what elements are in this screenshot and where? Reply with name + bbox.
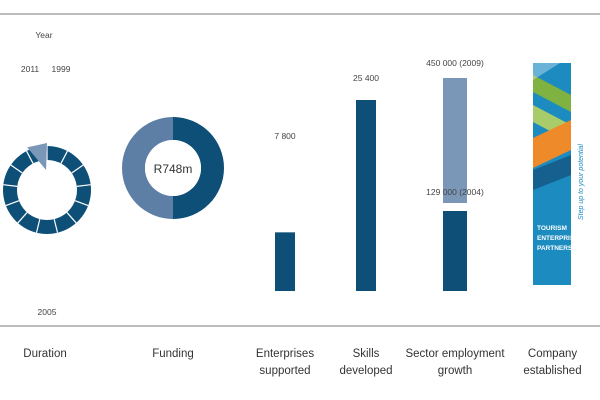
duration-year-tick — [35, 218, 41, 233]
enterprises-value-label: 7 800 — [274, 131, 296, 141]
duration-year-tick — [5, 200, 20, 207]
funding-government-label: Government — [128, 106, 173, 115]
skills-value-label: 25 400 — [353, 73, 379, 83]
enterprises-caption-line2: supported — [259, 365, 311, 377]
duration-year-tick — [74, 200, 89, 207]
bottom-rule — [0, 325, 600, 327]
funding-caption: Funding — [133, 346, 213, 363]
employment-caption-line2: growth — [437, 365, 473, 377]
duration-year-tick — [10, 164, 23, 174]
duration-year-tick — [53, 218, 59, 233]
company-caption: Company established — [505, 346, 600, 380]
duration-year-tick — [26, 150, 34, 164]
duration-year-tick — [60, 150, 68, 164]
duration-ring-base — [3, 146, 92, 235]
logo-tagline: Step up to your potential — [578, 144, 585, 220]
funding-business-label: Business — [174, 229, 206, 238]
logo-ribbon-navy — [533, 155, 571, 190]
employment-bar-2004 — [443, 211, 467, 291]
logo-line-2: ENTERPRISE — [537, 235, 579, 242]
employment-bar-2009 — [443, 78, 467, 203]
duration-year-tick — [71, 164, 84, 174]
duration-caption-text: Duration — [23, 348, 67, 360]
logo-ribbon-orange — [533, 120, 571, 168]
duration-highlight-segment — [27, 143, 47, 171]
top-rule — [0, 13, 600, 15]
duration-year-tick — [3, 184, 18, 187]
company-caption-text: Company established — [523, 348, 582, 377]
funding-donut — [121, 117, 225, 219]
enterprises-caption: Enterprises supported — [245, 346, 325, 380]
duration-year-tick — [76, 184, 91, 187]
duration-ring — [3, 143, 92, 235]
employment-caption: Sector employment growth — [405, 346, 505, 380]
funding-slice-government — [121, 117, 173, 219]
employment-2004-label: 129 000 (2004) — [426, 187, 484, 197]
duration-year-label: Year — [35, 30, 52, 40]
logo-ribbon-green — [533, 75, 571, 112]
employment-2009-label: 450 000 (2009) — [426, 58, 484, 68]
skills-caption-line2: developed — [339, 365, 393, 377]
duration-year-tick — [66, 212, 77, 224]
duration-label-1999: 1999 — [52, 64, 71, 74]
duration-label-2005: 2005 — [38, 307, 57, 317]
tep-logo: TOURISM ENTERPRISE PARTNERSHIP Step up t… — [533, 63, 585, 285]
logo-ribbon-top — [533, 63, 560, 80]
enterprises-bar — [275, 232, 295, 291]
skills-bar — [356, 100, 376, 291]
duration-label-2011: 2011 — [21, 64, 40, 74]
skills-caption: Skills developed — [326, 346, 406, 380]
bar-group — [275, 78, 467, 291]
funding-center-label: R748m — [154, 162, 193, 176]
logo-line-3: PARTNERSHIP — [537, 245, 584, 252]
funding-slice-business — [173, 117, 225, 219]
employment-caption-line1: Sector employment — [405, 348, 505, 360]
funding-caption-text: Funding — [152, 348, 194, 360]
skills-caption-line1: Skills — [352, 348, 380, 360]
enterprises-caption-line1: Enterprises — [255, 348, 315, 360]
logo-line-1: TOURISM — [537, 225, 567, 232]
duration-caption: Duration — [5, 346, 85, 363]
funding-donut-hole — [145, 140, 201, 196]
duration-year-tick — [17, 212, 28, 224]
